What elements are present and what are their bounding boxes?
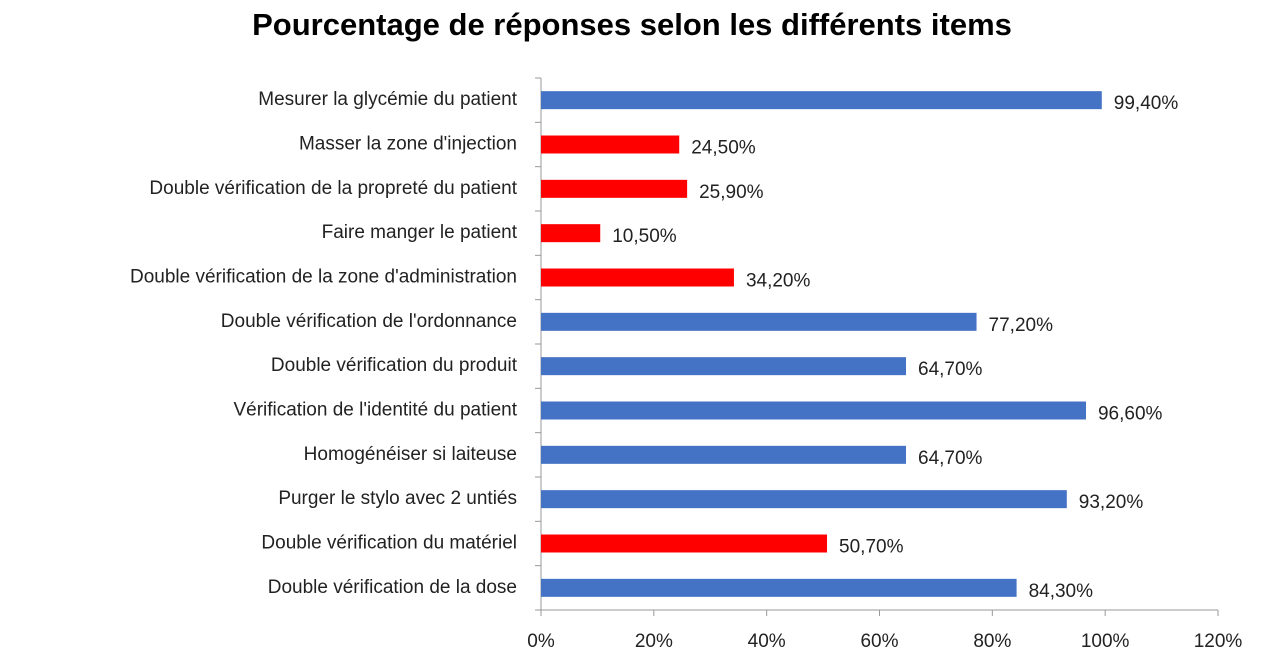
bar	[541, 268, 734, 287]
bar	[541, 445, 907, 464]
value-label: 24,50%	[691, 138, 756, 159]
value-label: 84,30%	[1029, 581, 1094, 602]
x-tick-label: 40%	[748, 631, 786, 652]
bar	[541, 224, 601, 243]
bar	[541, 179, 688, 198]
value-label: 77,20%	[989, 315, 1054, 336]
value-label: 25,90%	[699, 182, 764, 203]
bar	[541, 578, 1017, 597]
y-tick-label: Masser la zone d'injection	[299, 134, 517, 155]
value-label: 34,20%	[746, 271, 811, 292]
bar	[541, 135, 680, 154]
y-tick-label: Double vérification de la zone d'adminis…	[130, 267, 517, 288]
value-label: 93,20%	[1079, 492, 1144, 513]
y-tick-label: Double vérification de la propreté du pa…	[149, 178, 517, 199]
y-tick-label: Faire manger le patient	[322, 222, 518, 243]
value-label: 96,60%	[1098, 404, 1163, 425]
x-tick-label: 60%	[860, 631, 898, 652]
y-tick-label: Double vérification de l'ordonnance	[221, 311, 517, 332]
value-label: 64,70%	[918, 359, 983, 380]
y-tick-label: Vérification de l'identité du patient	[233, 400, 517, 421]
x-tick-label: 20%	[635, 631, 673, 652]
bar	[541, 91, 1102, 110]
bar	[541, 401, 1086, 420]
x-tick-label: 0%	[527, 631, 555, 652]
y-tick-label: Double vérification du produit	[271, 355, 518, 376]
x-tick-label: 80%	[973, 631, 1011, 652]
value-label: 10,50%	[612, 226, 677, 247]
chart-title: Pourcentage de réponses selon les différ…	[252, 7, 1012, 42]
bar	[541, 357, 907, 376]
value-label: 50,70%	[839, 537, 904, 558]
value-label: 64,70%	[918, 448, 983, 469]
y-tick-label: Purger le stylo avec 2 untiés	[278, 488, 517, 509]
y-tick-label: Mesurer la glycémie du patient	[258, 89, 517, 110]
bar	[541, 490, 1067, 509]
y-tick-label: Double vérification du matériel	[261, 533, 517, 554]
y-tick-label: Double vérification de la dose	[268, 577, 517, 598]
x-tick-label: 100%	[1081, 631, 1130, 652]
y-tick-label: Homogénéiser si laiteuse	[304, 444, 517, 465]
value-label: 99,40%	[1114, 93, 1179, 114]
bar	[541, 534, 828, 553]
x-tick-label: 120%	[1194, 631, 1243, 652]
bar	[541, 312, 977, 331]
